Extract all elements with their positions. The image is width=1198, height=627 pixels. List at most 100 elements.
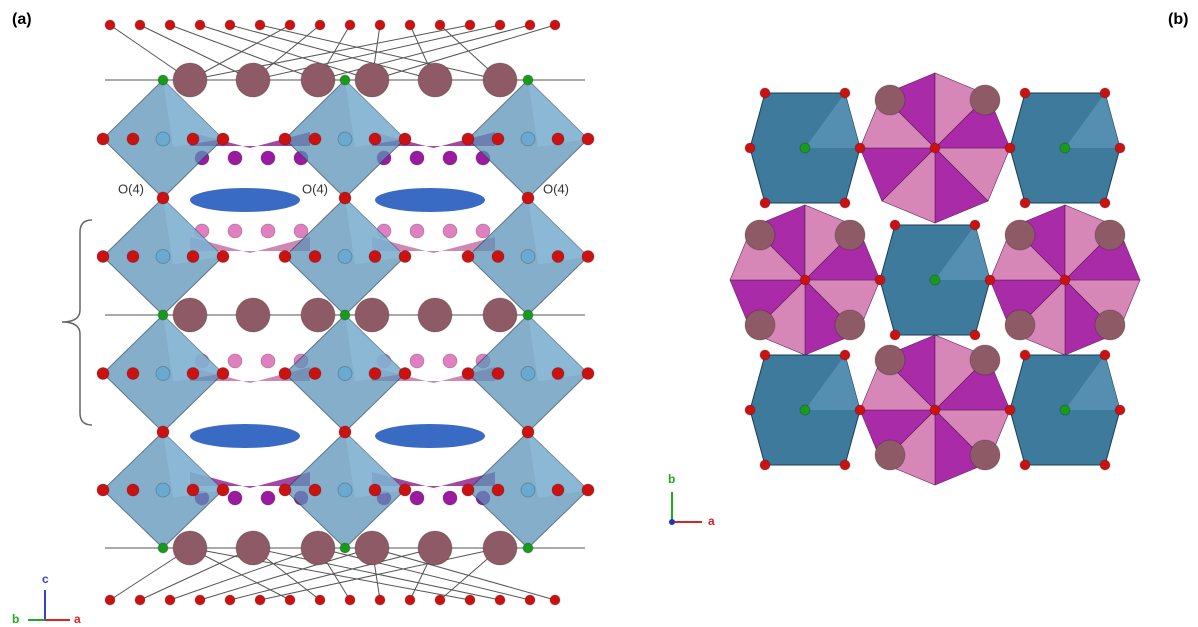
atom — [368, 250, 382, 263]
atom — [549, 19, 561, 31]
atom — [839, 349, 851, 361]
atom — [464, 19, 476, 31]
atom — [889, 329, 901, 341]
atom — [409, 353, 425, 369]
atom — [759, 349, 771, 361]
atom — [293, 223, 309, 239]
site-label: O(4) — [543, 181, 569, 196]
bond — [259, 24, 501, 81]
axis-indicator: b a — [668, 472, 715, 528]
atom — [1019, 459, 1031, 471]
channel — [375, 188, 485, 212]
atom — [442, 150, 458, 166]
atom — [522, 309, 534, 321]
atom — [874, 274, 886, 286]
atom — [929, 404, 941, 416]
atom — [104, 594, 116, 606]
atom — [434, 594, 446, 606]
octahedron-face — [1065, 93, 1120, 148]
atom — [314, 19, 326, 31]
atom — [155, 249, 171, 264]
atom — [854, 404, 866, 416]
atom — [581, 132, 595, 146]
octahedron-face — [528, 80, 588, 147]
atom — [839, 87, 851, 99]
atom — [464, 594, 476, 606]
atom — [354, 297, 390, 333]
atom — [284, 19, 296, 31]
atom — [300, 297, 336, 333]
atom — [1114, 142, 1126, 154]
atom — [461, 483, 475, 497]
atom — [338, 425, 352, 439]
atom — [744, 219, 776, 251]
tetrahedron — [190, 472, 310, 488]
panel-label: (b) — [1168, 11, 1188, 28]
bond — [259, 547, 501, 601]
atom — [969, 84, 1001, 116]
atom — [157, 309, 169, 321]
atom — [216, 367, 230, 380]
atom — [834, 219, 866, 251]
atom — [520, 366, 536, 381]
atom — [1019, 349, 1031, 361]
atom — [224, 19, 236, 31]
atom — [1099, 349, 1111, 361]
atom — [308, 367, 322, 380]
tetrahedron — [190, 237, 310, 253]
atom — [354, 62, 390, 98]
structure-a — [96, 19, 595, 606]
axis-label: c — [42, 572, 49, 586]
atom — [759, 459, 771, 471]
atom — [461, 132, 475, 146]
octahedron-face — [528, 432, 588, 498]
atom — [172, 62, 208, 98]
atom — [172, 297, 208, 333]
atom — [156, 191, 170, 205]
channel — [375, 424, 485, 448]
atom — [227, 490, 243, 506]
atom — [186, 483, 200, 497]
axis-indicator: c b a — [12, 572, 81, 626]
atom — [482, 62, 518, 98]
atom — [344, 594, 356, 606]
atom — [889, 219, 901, 231]
atom — [799, 404, 811, 416]
atom — [104, 19, 116, 31]
atom — [194, 19, 206, 31]
atom — [278, 483, 292, 497]
atom — [524, 594, 536, 606]
axis-label: a — [74, 612, 81, 626]
atom — [96, 483, 110, 497]
atom — [417, 62, 453, 98]
atom — [194, 594, 206, 606]
atom — [398, 483, 412, 497]
atom — [1004, 142, 1016, 154]
atom — [134, 19, 146, 31]
atom — [337, 366, 353, 381]
tetrahedron — [372, 237, 495, 253]
atom — [1099, 87, 1111, 99]
axis-origin — [669, 519, 675, 525]
atom — [314, 594, 326, 606]
octahedron-face — [528, 315, 588, 382]
atom — [1099, 197, 1111, 209]
octahedron-face — [163, 315, 223, 382]
atom — [337, 249, 353, 264]
octahedron-face — [345, 80, 405, 147]
atom — [969, 219, 981, 231]
bond — [252, 24, 501, 81]
atom — [374, 19, 386, 31]
atom — [417, 530, 453, 566]
atom — [874, 439, 906, 471]
octahedron-face — [345, 198, 405, 265]
atom — [157, 542, 169, 554]
site-label: O(4) — [302, 181, 328, 196]
octahedron-face — [805, 93, 860, 148]
atom — [96, 250, 110, 263]
atom — [442, 490, 458, 506]
atom — [126, 132, 140, 146]
atom — [96, 132, 110, 146]
bond — [371, 547, 556, 601]
